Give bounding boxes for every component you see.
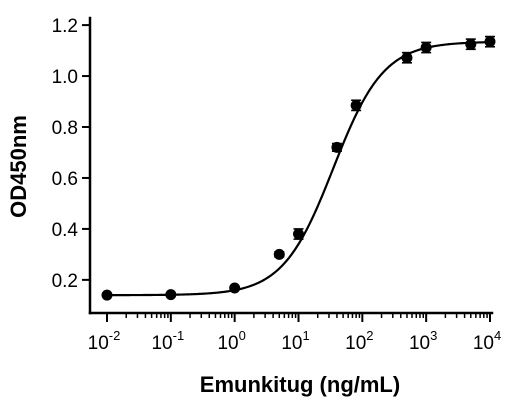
data-point bbox=[484, 36, 496, 48]
x-tick-label: 103 bbox=[409, 328, 437, 354]
fit-curve-group bbox=[107, 41, 491, 297]
data-point bbox=[331, 141, 343, 153]
y-axis-label: OD450nm bbox=[6, 115, 31, 218]
data-point bbox=[465, 38, 477, 50]
x-tick-base: 10 bbox=[281, 333, 302, 354]
data-points bbox=[101, 35, 496, 301]
x-tick-base: 10 bbox=[88, 333, 109, 354]
x-tick-exponent: 4 bbox=[494, 328, 501, 343]
x-tick-base: 10 bbox=[345, 333, 366, 354]
data-point bbox=[273, 248, 285, 260]
x-axis-ticks: 10-2 10-1 100 101 102 103 104 bbox=[88, 313, 501, 354]
y-tick-label: 0.2 bbox=[52, 271, 78, 292]
x-tick-label: 10-1 bbox=[151, 328, 184, 354]
y-tick-label: 0.6 bbox=[52, 169, 78, 190]
fit-curve bbox=[107, 41, 491, 297]
y-axis-ticks: 0.2 0.4 0.6 0.8 1.0 1.2 bbox=[52, 16, 90, 292]
x-tick-label: 102 bbox=[345, 328, 373, 354]
data-point bbox=[420, 42, 432, 54]
x-tick-base: 10 bbox=[473, 333, 494, 354]
y-tick-label: 1.2 bbox=[52, 16, 78, 37]
x-tick-base: 10 bbox=[217, 333, 238, 354]
data-point bbox=[293, 228, 304, 240]
x-tick-exponent: 0 bbox=[239, 328, 246, 343]
x-tick-base: 10 bbox=[151, 333, 172, 354]
data-point bbox=[229, 282, 241, 294]
x-tick-label: 100 bbox=[217, 328, 245, 354]
x-tick-exponent: 3 bbox=[430, 328, 437, 343]
y-tick-label: 0.8 bbox=[52, 118, 78, 139]
y-tick-label: 0.4 bbox=[52, 220, 79, 241]
x-tick-label: 101 bbox=[281, 328, 309, 354]
x-tick-exponent: 1 bbox=[302, 328, 309, 343]
x-tick-base: 10 bbox=[409, 333, 430, 354]
data-point bbox=[165, 289, 177, 301]
x-tick-label: 10-2 bbox=[88, 328, 121, 354]
x-axis-label: Emunkitug (ng/mL) bbox=[200, 372, 400, 397]
data-point bbox=[350, 99, 362, 111]
x-tick-exponent: 2 bbox=[366, 328, 373, 343]
x-tick-exponent: -1 bbox=[173, 328, 185, 343]
data-point bbox=[401, 52, 413, 64]
y-tick-label: 1.0 bbox=[52, 67, 78, 88]
x-tick-exponent: -2 bbox=[109, 328, 121, 343]
x-tick-label: 104 bbox=[473, 328, 501, 354]
data-point bbox=[101, 289, 113, 301]
axes bbox=[88, 16, 494, 315]
